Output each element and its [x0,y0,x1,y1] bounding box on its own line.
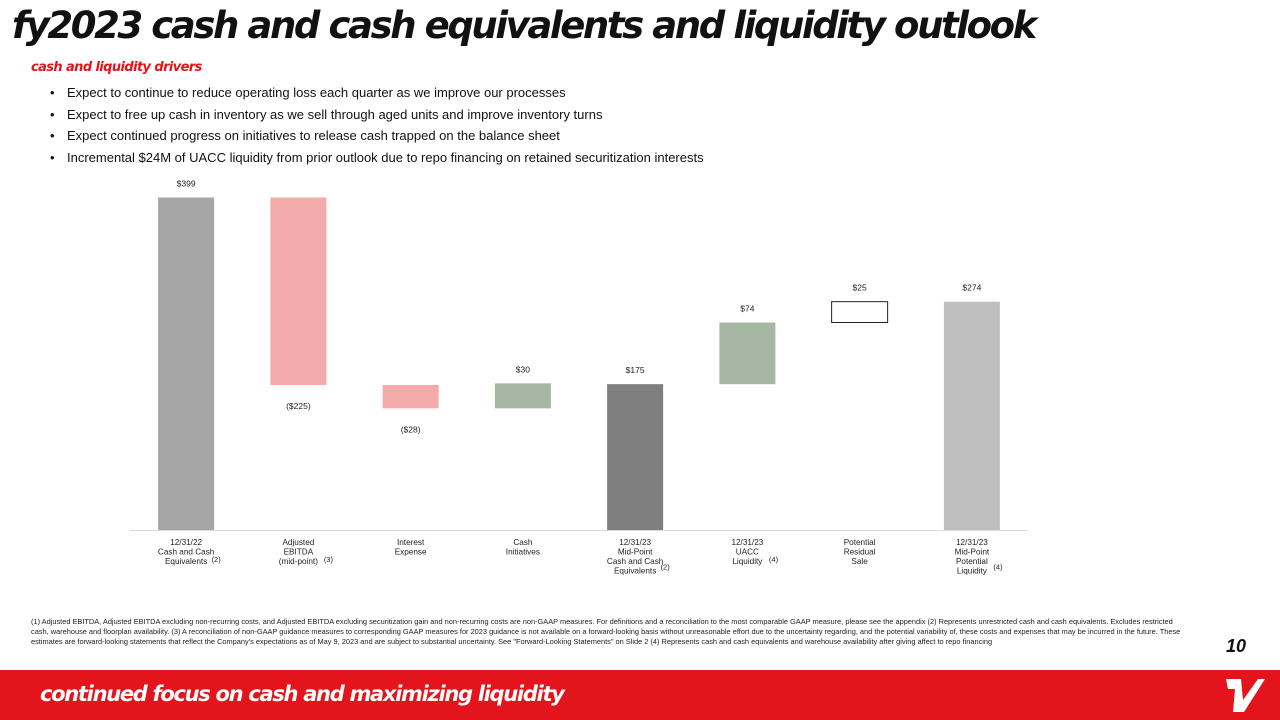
driver-bullet-text: Expect continued progress on initiatives… [67,128,560,144]
vroom-v-logo-icon [1226,679,1265,712]
driver-bullet: • Expect to free up cash in inventory as … [50,104,704,126]
category-tick-label: Sale [851,557,868,566]
category-footnote-ref: (2) [212,555,222,564]
category-tick-label: 12/31/23 [731,538,763,547]
category-tick-label: Mid-Point [618,548,653,557]
driver-bullet-text: Incremental $24M of UACC liquidity from … [67,149,704,165]
waterfall-bar [831,301,889,323]
category-tick-label: (mid-point) [279,557,318,566]
footnotes: (1) Adjusted EBITDA, Adjusted EBITDA exc… [31,617,1181,646]
category-footnote-ref: (4) [993,563,1003,572]
category-tick-label: 12/31/23 [619,538,651,547]
category-tick-label: UACC [736,548,759,557]
bar-value-label: $74 [740,304,754,314]
bar-value-label: $274 [962,283,981,293]
category-tick-label: 12/31/23 [956,538,988,547]
category-tick-label: Equivalents [165,557,207,566]
bullet-glyph: • [50,149,55,165]
category-tick-label: Liquidity [957,567,988,576]
category-footnote-ref: (2) [661,563,671,572]
waterfall-bar [382,385,439,409]
category-tick-label: Adjusted [282,538,314,547]
driver-bullet: • Incremental $24M of UACC liquidity from… [50,147,704,169]
waterfall-bar [719,322,776,385]
bullet-glyph: • [50,128,55,144]
category-tick-label: Residual [844,548,876,557]
page-title: fy2023 cash and cash equivalents and liq… [12,4,1037,47]
category-tick-label: Interest [397,538,425,547]
bar-value-label: $30 [516,364,530,374]
waterfall-bar [270,197,327,385]
category-footnote-ref: (3) [324,555,334,564]
bar-value-label: $25 [853,283,867,293]
category-tick-label: Potential [844,538,876,547]
waterfall-bar [494,383,551,409]
category-tick-label: Potential [956,557,988,566]
section-subtitle: cash and liquidity drivers [31,60,202,75]
driver-bullet-text: Expect to continue to reduce operating l… [67,85,566,100]
driver-bullet-text: Expect to free up cash in inventory as w… [67,106,603,122]
driver-bullet: • Expect continued progress on initiative… [50,125,704,147]
bullet-glyph: • [50,85,55,100]
waterfall-bar [943,301,1000,530]
category-tick-label: Expense [395,548,427,557]
category-tick-label: Initiatives [506,548,540,557]
bar-value-label: $399 [177,179,196,189]
category-tick-label: Equivalents [614,567,656,576]
waterfall-bar [158,197,215,530]
category-tick-label: Cash [513,538,533,547]
driver-bullet: • Expect to continue to reduce operating … [50,82,704,104]
bar-value-label: ($225) [286,401,311,411]
bottom-banner: continued focus on cash and maximizing l… [0,670,1280,720]
category-tick-label: Mid-Point [955,548,990,557]
category-tick-label: 12/31/22 [170,538,202,547]
waterfall-bar [607,384,664,530]
category-tick-label: Cash and Cash [607,557,664,566]
tagline: continued focus on cash and maximizing l… [40,682,565,706]
category-tick-label: Liquidity [732,557,763,566]
driver-bullet-list: • Expect to continue to reduce operating … [50,82,704,168]
category-tick-label: EBITDA [284,548,314,557]
page-number: 10 [1226,636,1247,656]
bar-value-label: $175 [626,365,645,375]
category-footnote-ref: (4) [769,555,779,564]
bullet-glyph: • [50,106,55,122]
bar-value-label: ($28) [401,424,421,434]
category-tick-label: Cash and Cash [158,548,215,557]
